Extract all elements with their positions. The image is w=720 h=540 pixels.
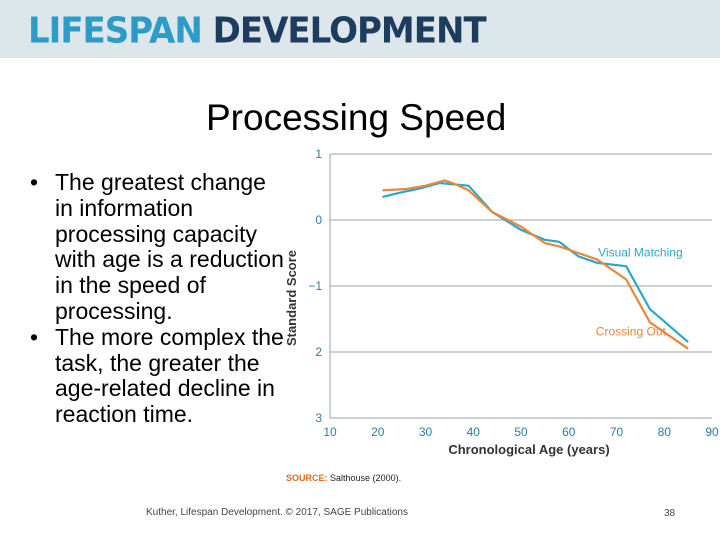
slide-title: Processing Speed bbox=[206, 97, 507, 138]
x-tick-label: 60 bbox=[562, 425, 576, 439]
x-tick-label: 80 bbox=[658, 425, 672, 439]
bullet-dot: • bbox=[30, 169, 39, 195]
source-key: SOURCE: bbox=[286, 473, 328, 483]
logo-word-development: DEVELOPMENT bbox=[212, 10, 487, 52]
x-tick-label: 30 bbox=[419, 425, 433, 439]
x-tick-label: 10 bbox=[323, 425, 337, 439]
source-note: SOURCE: Salthouse (2000). bbox=[286, 473, 401, 483]
x-tick-label: 20 bbox=[371, 425, 385, 439]
source-text: Salthouse (2000). bbox=[330, 473, 402, 483]
page-number: 38 bbox=[664, 508, 676, 519]
bullet-text: The greatest change in information proce… bbox=[55, 169, 284, 324]
brand-logo: LIFESPAN DEVELOPMENT bbox=[28, 7, 487, 55]
x-axis-label: Chronological Age (years) bbox=[448, 442, 609, 457]
series-label: Crossing Out bbox=[596, 325, 667, 339]
y-tick-label: 3 bbox=[315, 411, 322, 425]
series-label: Visual Matching bbox=[598, 245, 683, 259]
x-tick-label: 90 bbox=[705, 425, 719, 439]
y-axis-label: Standard Score bbox=[284, 250, 299, 346]
x-tick-label: 50 bbox=[514, 425, 528, 439]
y-tick-label: 2 bbox=[315, 345, 322, 359]
bullet-item: • The greatest change in information pro… bbox=[30, 169, 290, 325]
logo-word-lifespan: LIFESPAN bbox=[28, 10, 203, 52]
bullet-item: • The more complex the task, the greater… bbox=[30, 323, 290, 428]
series-line bbox=[382, 181, 689, 343]
x-tick-label: 40 bbox=[467, 425, 481, 439]
series-line bbox=[382, 179, 689, 350]
bullet-list: • The greatest change in information pro… bbox=[30, 169, 290, 428]
y-tick-label: 1 bbox=[315, 147, 322, 161]
bullet-text: The more complex the task, the greater t… bbox=[55, 323, 284, 428]
footer-credit: Kuther, Lifespan Development. © 2017, SA… bbox=[146, 507, 408, 518]
y-tick-label: 0 bbox=[315, 213, 322, 227]
header-banner: LIFESPAN DEVELOPMENT bbox=[0, 0, 720, 58]
y-tick-label: −1 bbox=[308, 279, 322, 293]
bullet-dot: • bbox=[30, 323, 39, 350]
x-tick-label: 70 bbox=[610, 425, 624, 439]
